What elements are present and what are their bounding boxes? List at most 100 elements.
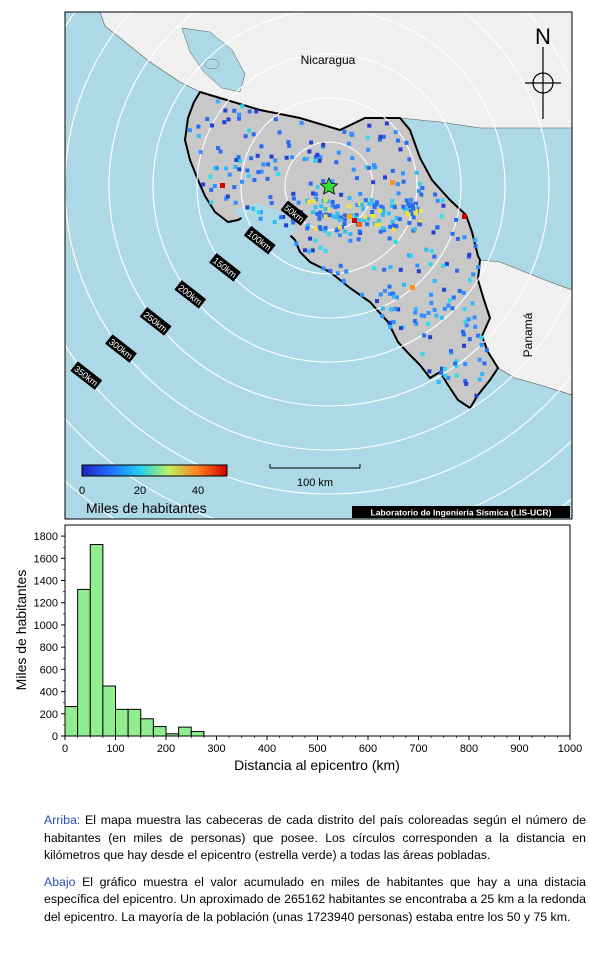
- district-marker: [378, 134, 383, 139]
- district-marker: [205, 117, 210, 121]
- district-marker-high: [352, 218, 357, 223]
- district-marker: [313, 205, 318, 210]
- caption-paragraph-top: Arriba: El mapa muestra las cabeceras de…: [44, 812, 586, 865]
- district-marker: [387, 236, 392, 241]
- district-marker: [305, 226, 310, 231]
- caption-lead-bottom: Abajo: [44, 874, 76, 889]
- district-marker: [372, 205, 377, 210]
- district-marker: [256, 210, 261, 215]
- district-marker: [350, 156, 355, 161]
- district-marker: [473, 324, 478, 329]
- district-marker: [215, 166, 219, 171]
- district-marker-high: [220, 183, 225, 188]
- district-marker-high: [462, 214, 467, 219]
- district-marker: [394, 216, 399, 220]
- district-marker: [318, 245, 323, 250]
- district-marker: [307, 249, 312, 254]
- district-marker: [372, 163, 376, 168]
- histogram-bar: [178, 726, 192, 737]
- district-marker: [414, 201, 418, 206]
- y-axis-label: Miles de habitantes: [13, 570, 29, 691]
- district-marker: [396, 191, 401, 196]
- district-marker: [406, 207, 411, 212]
- district-marker: [367, 201, 372, 206]
- district-marker: [245, 205, 250, 210]
- district-marker: [407, 157, 412, 162]
- district-marker: [477, 357, 482, 362]
- district-marker: [291, 196, 296, 201]
- district-marker: [321, 142, 326, 147]
- district-marker: [366, 165, 371, 170]
- district-marker: [394, 224, 399, 229]
- district-marker: [418, 222, 423, 227]
- district-marker: [330, 179, 335, 184]
- caption-text-top: El mapa muestra las cabeceras de cada di…: [44, 813, 586, 862]
- district-marker: [294, 241, 299, 246]
- histogram-bar: [115, 708, 129, 737]
- caption-paragraph-bottom: Abajo El gráfico muestra el valor acumul…: [44, 874, 586, 927]
- district-marker: [439, 366, 444, 371]
- district-marker: [269, 201, 274, 205]
- district-marker: [395, 138, 400, 143]
- district-marker: [411, 206, 416, 211]
- district-marker: [269, 154, 274, 159]
- district-marker: [415, 263, 420, 268]
- histogram-bar: [140, 718, 154, 737]
- district-marker: [367, 123, 372, 128]
- district-marker: [395, 295, 399, 300]
- district-marker: [249, 156, 254, 161]
- district-marker: [315, 152, 320, 157]
- district-marker: [335, 271, 340, 276]
- district-marker: [291, 191, 296, 196]
- district-marker: [332, 214, 337, 219]
- district-marker: [426, 321, 431, 326]
- district-marker: [334, 160, 339, 165]
- district-marker: [358, 191, 363, 196]
- district-marker: [439, 214, 444, 219]
- district-marker: [436, 380, 441, 384]
- panama-label: Panamá: [521, 312, 535, 357]
- district-marker: [404, 140, 409, 145]
- district-marker: [363, 215, 367, 220]
- y-tick-label: 1400: [34, 576, 58, 588]
- district-marker: [302, 157, 307, 162]
- district-marker: [357, 218, 362, 223]
- district-marker: [378, 292, 383, 297]
- district-marker: [307, 199, 312, 204]
- district-marker: [454, 373, 459, 378]
- district-marker: [393, 306, 398, 311]
- district-marker: [370, 213, 375, 218]
- district-marker: [440, 198, 445, 203]
- histogram-bar: [64, 706, 79, 737]
- district-marker: [395, 182, 400, 187]
- district-marker: [251, 132, 256, 137]
- district-marker: [417, 181, 422, 186]
- district-marker: [463, 319, 468, 324]
- district-marker: [443, 373, 448, 378]
- x-tick-label: 1000: [558, 743, 582, 755]
- district-marker: [259, 144, 264, 149]
- district-marker: [328, 268, 333, 273]
- district-marker: [251, 206, 256, 211]
- district-marker: [342, 222, 347, 226]
- district-marker: [348, 232, 353, 236]
- district-marker: [354, 176, 359, 181]
- district-marker: [208, 174, 213, 179]
- district-marker: [435, 225, 440, 230]
- district-marker: [390, 219, 395, 224]
- district-marker: [422, 314, 427, 318]
- district-marker: [454, 359, 459, 364]
- district-marker: [426, 311, 431, 315]
- district-marker: [378, 229, 383, 234]
- district-marker: [256, 170, 261, 175]
- district-marker: [351, 167, 356, 172]
- district-marker: [330, 203, 335, 208]
- district-marker: [323, 207, 328, 212]
- district-marker: [338, 263, 343, 268]
- district-marker: [240, 179, 244, 184]
- colorbar-tick-20: 20: [134, 485, 146, 497]
- district-marker: [414, 321, 419, 326]
- district-marker: [318, 210, 323, 215]
- district-marker: [396, 307, 401, 312]
- district-marker: [339, 215, 344, 220]
